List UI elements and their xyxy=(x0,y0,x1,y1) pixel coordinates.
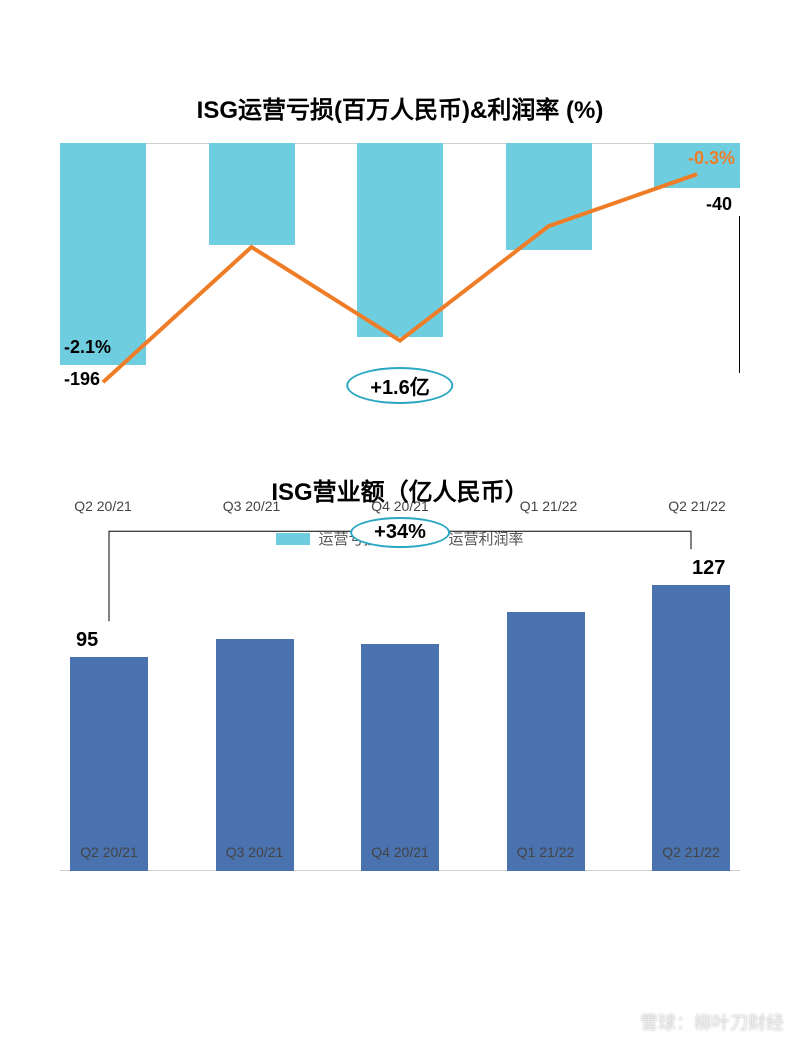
chart2-label-first: 95 xyxy=(76,629,98,652)
watermark: 雪球：柳叶刀财经 xyxy=(614,1009,784,1035)
chart1-line xyxy=(60,143,740,403)
chart2-xlabel-4: Q2 21/22 xyxy=(662,844,720,860)
watermark-text: 雪球：柳叶刀财经 xyxy=(640,1009,784,1035)
chart2-xlabel-0: Q2 20/21 xyxy=(80,844,138,860)
chart1-label-pct-last: -0.3% xyxy=(688,148,735,169)
chart1-loss-and-margin: ISG运营亏损(百万人民币)&利润率 (%) -2.1% -196 -0.3% … xyxy=(60,90,740,403)
chart2-xlabel-2: Q4 20/21 xyxy=(371,844,429,860)
chart1-label-val-last: -40 xyxy=(706,194,732,215)
chart2-xlabel-1: Q3 20/21 xyxy=(226,844,284,860)
chart2-revenue: ISG营业额（亿人民币） 95 127 +34% Q2 20/21 Q3 20/… xyxy=(60,472,740,871)
chart2-title: ISG营业额（亿人民币） xyxy=(60,472,740,507)
chart1-title: ISG运营亏损(百万人民币)&利润率 (%) xyxy=(60,90,740,125)
chart2-bracket xyxy=(60,511,740,871)
chart2-label-last: 127 xyxy=(692,557,725,580)
chart2-plot-area: 95 127 +34% xyxy=(60,511,740,871)
watermark-icon xyxy=(614,1012,634,1032)
chart1-guide-line xyxy=(739,216,740,372)
chart2-xlabel-3: Q1 21/22 xyxy=(517,844,575,860)
chart2-callout: +34% xyxy=(350,517,450,548)
chart1-label-pct-first: -2.1% xyxy=(64,337,111,358)
chart1-callout: +1.6亿 xyxy=(346,367,453,404)
chart1-label-val-first: -196 xyxy=(64,369,100,390)
chart1-plot-area: -2.1% -196 -0.3% -40 +1.6亿 xyxy=(60,143,740,403)
